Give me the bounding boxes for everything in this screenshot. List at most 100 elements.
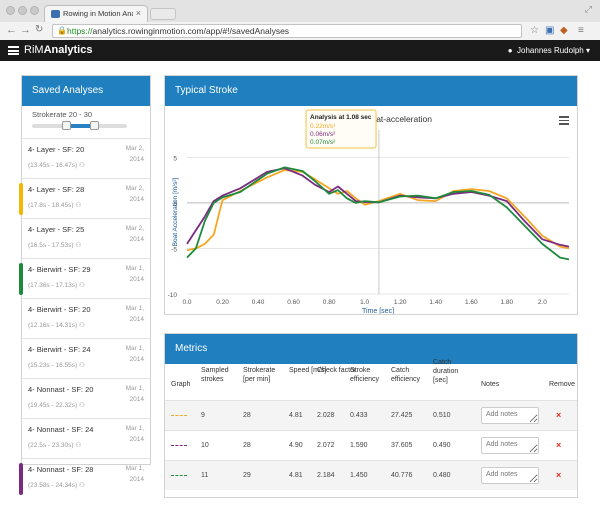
tooltip-value: 0.06m/s² xyxy=(310,131,336,138)
fullscreen-icon[interactable]: ⤢ xyxy=(584,4,592,14)
x-tick-label: 1.0 xyxy=(360,299,369,306)
analysis-year: 2014 xyxy=(129,236,144,243)
analysis-item[interactable]: 4- Bierwirt - SF: 29 (17.36s - 17.13s) ⚇ M… xyxy=(19,258,150,298)
cell-speed: 4.81 xyxy=(289,412,303,419)
cell-catch-eff: 37.605 xyxy=(391,442,413,449)
menu-icon[interactable]: ≡ xyxy=(578,25,584,36)
notes-input[interactable] xyxy=(481,467,539,484)
analysis-item[interactable]: 4- Bierwirt - SF: 24 (15.23s - 16.55s) ⚇ M… xyxy=(22,338,150,378)
analysis-range: (13.45s - 16.47s) ⚇ xyxy=(28,162,85,169)
app-brand[interactable]: RiMAnalytics xyxy=(24,44,93,56)
reload-icon[interactable]: ↻ xyxy=(35,24,44,35)
tab-close-icon[interactable]: × xyxy=(135,8,141,18)
cell-strokes: 11 xyxy=(201,472,209,479)
cell-check: 2.184 xyxy=(317,472,335,479)
cell-catch-dur: 0.510 xyxy=(433,412,451,419)
column-header: Remove xyxy=(549,381,576,388)
analysis-date: Mar 1, xyxy=(125,385,144,392)
x-tick-label: 1.60 xyxy=(465,299,478,306)
cell-stroke-eff: 1.450 xyxy=(350,472,368,479)
saved-analyses-title: Saved Analyses xyxy=(22,76,150,106)
column-header: Notes xyxy=(481,381,500,388)
crew-icon: ⚇ xyxy=(73,242,82,249)
slider-range xyxy=(67,124,93,128)
remove-icon[interactable]: × xyxy=(556,410,562,420)
cell-speed: 4.90 xyxy=(289,442,303,449)
analysis-range: (16.5s - 17.53s) ⚇ xyxy=(28,242,82,249)
analysis-date: Mar 2, xyxy=(125,145,144,152)
close-window-button[interactable] xyxy=(6,6,15,15)
back-icon[interactable]: ← xyxy=(6,24,17,36)
y-axis-label: Boat Acceleration [m/s²] xyxy=(172,177,179,246)
analysis-item[interactable]: 4- Layer - SF: 25 (16.5s - 17.53s) ⚇ Mar 2… xyxy=(22,218,150,258)
analysis-name: 4- Bierwirt - SF: 24 xyxy=(28,345,91,354)
browser-tab[interactable]: Rowing in Motion Analytic × xyxy=(44,5,148,22)
analysis-range: (23.58s - 24.34s) ⚇ xyxy=(28,482,85,489)
analysis-range: (22.5s - 23.30s) ⚇ xyxy=(28,442,82,449)
x-tick-label: 1.40 xyxy=(429,299,442,306)
analysis-name: 4- Layer - SF: 25 xyxy=(28,225,85,234)
cell-catch-eff: 27.425 xyxy=(391,412,413,419)
new-tab-button[interactable] xyxy=(150,8,176,20)
bookmark-star-icon[interactable]: ☆ xyxy=(530,25,539,36)
selected-marker xyxy=(19,263,23,295)
x-tick-label: 0.20 xyxy=(216,299,229,306)
crew-icon: ⚇ xyxy=(77,402,85,409)
slider-handle-min[interactable] xyxy=(62,121,71,130)
chevron-down-icon: ▾ xyxy=(585,46,590,55)
notes-input[interactable] xyxy=(481,437,539,454)
cell-check: 2.028 xyxy=(317,412,335,419)
browser-titlebar: Rowing in Motion Analytic × ⤢ xyxy=(0,0,600,23)
extension-icon[interactable]: ▣ xyxy=(545,25,555,36)
x-tick-label: 0.0 xyxy=(182,299,191,306)
zoom-window-button[interactable] xyxy=(30,6,39,15)
analysis-year: 2014 xyxy=(129,476,144,483)
address-bar[interactable]: 🔒 https://analytics.rowinginmotion.com/a… xyxy=(52,24,522,38)
chart-menu-icon[interactable] xyxy=(559,116,569,127)
series-line-1 xyxy=(186,169,570,252)
cell-catch-eff: 40.776 xyxy=(391,472,413,479)
notes-input[interactable] xyxy=(481,407,539,424)
graph-swatch xyxy=(171,415,187,416)
cell-strokes: 10 xyxy=(201,442,209,449)
analysis-name: 4- Layer - SF: 20 xyxy=(28,145,85,154)
cell-rate: 29 xyxy=(243,472,251,479)
cell-catch-dur: 0.480 xyxy=(433,472,451,479)
analysis-date: Mar 1, xyxy=(125,345,144,352)
analysis-item[interactable]: 4- Layer - SF: 20 (13.45s - 16.47s) ⚇ Mar … xyxy=(22,138,150,178)
tooltip-title: Analysis at 1.08 sec xyxy=(310,114,372,121)
analysis-item[interactable]: 4- Nonnast - SF: 24 (22.5s - 23.30s) ⚇ Mar… xyxy=(22,418,150,458)
extension-2-icon[interactable]: ◆ xyxy=(560,25,568,36)
metrics-panel: Metrics Graph Sampled strokes Strokerate [… xyxy=(164,333,578,498)
analysis-date: Mar 1, xyxy=(125,305,144,312)
minimize-window-button[interactable] xyxy=(18,6,27,15)
column-header: Catch duration [sec] xyxy=(433,359,459,384)
cell-strokes: 9 xyxy=(201,412,205,419)
metrics-title: Metrics xyxy=(165,334,577,364)
column-header: Catch efficiency xyxy=(391,367,421,383)
x-tick-label: 1.80 xyxy=(500,299,513,306)
hamburger-menu-icon[interactable] xyxy=(8,46,19,55)
crew-icon: ⚇ xyxy=(77,322,85,329)
slider-handle-max[interactable] xyxy=(90,121,99,130)
tooltip-value: 0.22m/s² xyxy=(310,123,336,130)
stroke-chart[interactable]: 5 0 -5 -10 0.0 0.20 0.40 0.60 0.80 1.0 1.20 1.40 1.6… xyxy=(165,106,577,314)
analysis-item[interactable]: 4- Nonnast - SF: 20 (19.45s - 22.32s) ⚇ Ma… xyxy=(22,378,150,418)
analysis-year: 2014 xyxy=(129,396,144,403)
y-tick-label: -5 xyxy=(171,246,177,253)
analysis-item[interactable]: 4- Nonnast - SF: 28 (23.58s - 24.34s) ⚇ Ma… xyxy=(19,458,150,498)
remove-icon[interactable]: × xyxy=(556,440,562,450)
analysis-date: Mar 1, xyxy=(125,265,144,272)
analysis-item[interactable]: 4- Layer - SF: 28 (17.8s - 18.45s) ⚇ Mar 2… xyxy=(19,178,150,218)
tooltip-value: 0.07m/s² xyxy=(310,139,336,146)
remove-icon[interactable]: × xyxy=(556,470,562,480)
analysis-year: 2014 xyxy=(129,156,144,163)
forward-icon[interactable]: → xyxy=(20,24,31,36)
column-header: Check factor xyxy=(317,367,357,374)
user-menu[interactable]: ● Johannes Rudolph ▾ xyxy=(508,46,590,55)
y-tick-label: -10 xyxy=(168,292,178,299)
cell-check: 2.072 xyxy=(317,442,335,449)
analysis-item[interactable]: 4- Bierwirt - SF: 20 (12.16s - 14.31s) ⚇ M… xyxy=(22,298,150,338)
crew-icon: ⚇ xyxy=(73,202,82,209)
tab-title: Rowing in Motion Analytic xyxy=(63,9,133,18)
